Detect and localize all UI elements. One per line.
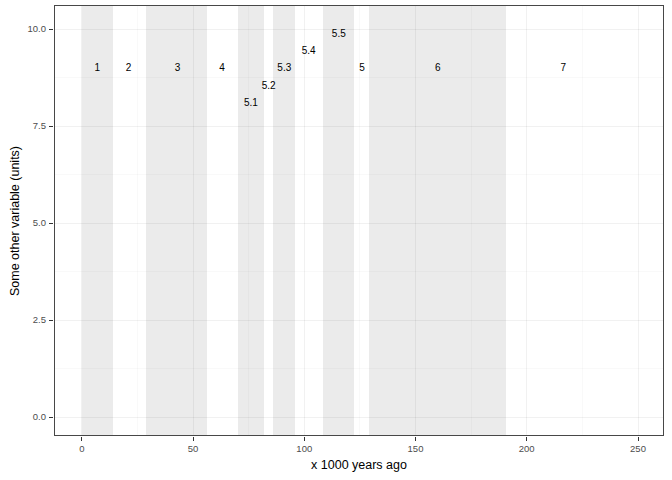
stage-label: 5.4 bbox=[293, 44, 325, 57]
y-tick-mark bbox=[49, 417, 53, 418]
stage-label: 2 bbox=[113, 61, 145, 74]
stage-label: 5.3 bbox=[268, 61, 300, 74]
x-tick-mark bbox=[415, 437, 416, 441]
x-tick-label: 200 bbox=[507, 443, 547, 455]
stage-label: 5 bbox=[346, 61, 378, 74]
y-tick-mark bbox=[49, 223, 53, 224]
x-tick-mark bbox=[304, 437, 305, 441]
stage-label: 5.2 bbox=[253, 79, 285, 92]
stage-label: 1 bbox=[81, 61, 113, 74]
stage-label: 5.5 bbox=[323, 27, 355, 40]
stage-label: 7 bbox=[547, 61, 579, 74]
y-axis-title: Some other variable (units) bbox=[7, 5, 23, 436]
stage-label: 5.1 bbox=[235, 96, 267, 109]
x-tick-label: 150 bbox=[396, 443, 436, 455]
x-tick-label: 250 bbox=[618, 443, 658, 455]
stage-label: 6 bbox=[422, 61, 454, 74]
stage-label: 3 bbox=[162, 61, 194, 74]
stage-label: 4 bbox=[206, 61, 238, 74]
plot-panel: 0501001502002500.02.55.07.510.012345.15.… bbox=[0, 0, 672, 480]
x-axis-title: x 1000 years ago bbox=[54, 458, 664, 472]
x-tick-mark bbox=[638, 437, 639, 441]
y-tick-mark bbox=[49, 320, 53, 321]
x-tick-mark bbox=[81, 437, 82, 441]
x-tick-mark bbox=[526, 437, 527, 441]
x-tick-label: 0 bbox=[62, 443, 102, 455]
x-tick-mark bbox=[193, 437, 194, 441]
y-tick-mark bbox=[49, 29, 53, 30]
mis-stages-chart: 0501001502002500.02.55.07.510.012345.15.… bbox=[0, 0, 672, 480]
x-tick-label: 100 bbox=[284, 443, 324, 455]
y-tick-mark bbox=[49, 126, 53, 127]
x-tick-label: 50 bbox=[173, 443, 213, 455]
